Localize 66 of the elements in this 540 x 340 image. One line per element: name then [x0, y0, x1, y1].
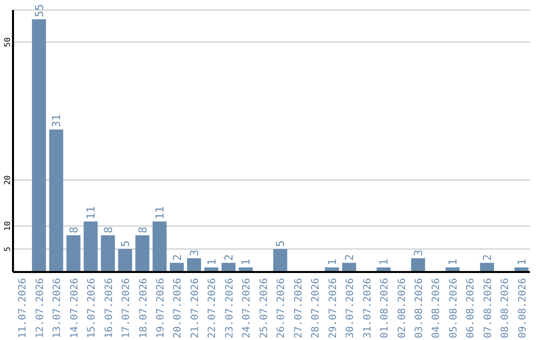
y-tick-label: 10	[3, 221, 12, 231]
x-tick-label: 31.07.2026	[362, 278, 374, 338]
data-label: 1	[378, 258, 391, 266]
x-tick-label: 26.07.2026	[276, 278, 288, 338]
data-label: 55	[32, 4, 46, 18]
data-label: 1	[515, 258, 528, 266]
bar	[49, 130, 64, 272]
x-tick-label: 25.07.2026	[258, 278, 270, 338]
bar	[32, 19, 46, 272]
x-tick-label: 09.08.2026	[517, 278, 528, 338]
x-tick-label: 05.08.2026	[448, 278, 460, 338]
bar	[411, 258, 426, 272]
x-tick-label: 16.07.2026	[104, 278, 115, 338]
y-tick-label: 5	[3, 246, 12, 252]
data-label: 5	[119, 240, 132, 248]
data-label: 1	[205, 258, 218, 266]
data-label: 8	[136, 226, 150, 234]
x-tick-label: 03.08.2026	[414, 278, 425, 338]
x-tick-label: 19.07.2026	[155, 278, 166, 338]
data-label: 1	[446, 258, 460, 266]
x-tick-label: 24.07.2026	[242, 278, 253, 338]
data-label: 5	[274, 240, 288, 248]
bar	[273, 249, 288, 272]
x-tick-label: 13.07.2026	[52, 278, 64, 338]
data-label: 2	[170, 254, 184, 261]
x-tick-label: 30.07.2026	[345, 278, 356, 338]
x-tick-label: 04.08.2026	[431, 278, 442, 338]
data-label: 11	[84, 206, 98, 220]
bar	[66, 235, 80, 272]
x-tick-label: 06.08.2026	[466, 278, 477, 338]
x-tick-label: 20.07.2026	[172, 278, 184, 338]
bar	[84, 221, 98, 272]
data-label: 3	[412, 250, 426, 256]
bar	[187, 258, 202, 272]
data-label: 11	[154, 206, 167, 220]
bar	[100, 235, 115, 272]
x-tick-label: 27.07.2026	[293, 278, 304, 338]
x-tick-label: 17.07.2026	[121, 278, 132, 338]
x-tick-label: 22.07.2026	[207, 278, 218, 338]
data-label: 8	[102, 226, 115, 234]
bar	[152, 221, 167, 272]
data-label: 2	[343, 254, 356, 261]
x-tick-label: 15.07.2026	[86, 278, 98, 338]
x-tick-label: 28.07.2026	[310, 278, 322, 338]
data-label: 8	[67, 226, 80, 234]
x-tick-label: 07.08.2026	[482, 278, 494, 338]
bar	[135, 235, 150, 272]
bar	[118, 249, 132, 272]
x-tick-label: 14.07.2026	[69, 278, 80, 338]
x-tick-label: 01.08.2026	[380, 278, 391, 338]
y-tick-label: 50	[3, 37, 12, 47]
x-tick-label: 02.08.2026	[396, 278, 408, 338]
x-tick-label: 08.08.2026	[500, 278, 512, 338]
data-label: 31	[50, 114, 64, 128]
data-label: 2	[481, 254, 494, 261]
data-label: 1	[326, 258, 339, 266]
x-tick-label: 29.07.2026	[328, 278, 339, 338]
x-tick-label: 18.07.2026	[138, 278, 150, 338]
x-tick-label: 11.07.2026	[18, 278, 29, 338]
x-tick-label: 21.07.2026	[190, 278, 201, 338]
data-label: 1	[240, 258, 253, 266]
data-label: 2	[222, 254, 236, 261]
y-tick-label: 20	[3, 175, 12, 185]
x-tick-label: 23.07.2026	[224, 278, 236, 338]
data-label: 3	[188, 250, 202, 256]
x-tick-label: 12.07.2026	[34, 278, 46, 338]
